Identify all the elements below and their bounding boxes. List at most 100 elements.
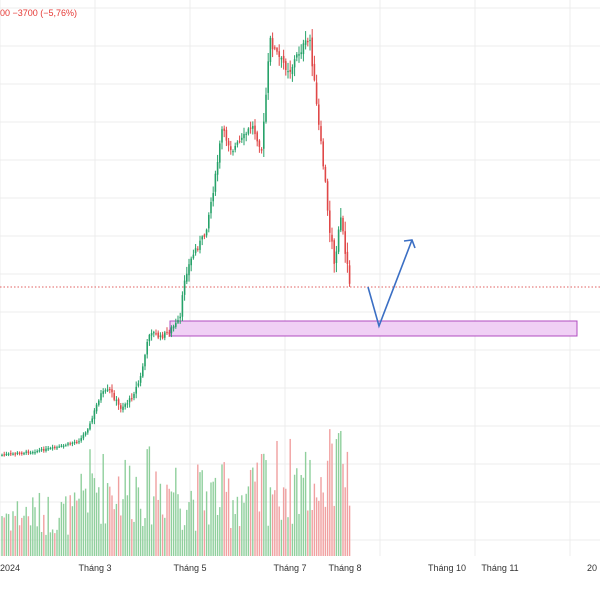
volume-bar xyxy=(47,496,49,556)
volume-bar xyxy=(49,532,52,556)
volume-bars xyxy=(1,429,351,556)
candle-body xyxy=(304,40,307,45)
volume-bar xyxy=(128,465,131,556)
candle-body xyxy=(7,453,10,455)
volume-bar xyxy=(122,499,124,556)
volume-bar xyxy=(43,514,45,556)
volume-bar xyxy=(87,512,89,556)
volume-bar xyxy=(186,509,188,556)
candle-body xyxy=(179,316,181,319)
volume-bar xyxy=(313,483,316,556)
volume-bar xyxy=(267,525,269,556)
candle-body xyxy=(335,251,338,263)
volume-bar xyxy=(337,433,340,556)
volume-bar xyxy=(287,517,289,556)
candle-body xyxy=(282,55,285,63)
candle-body xyxy=(344,231,346,254)
candle-body xyxy=(199,240,201,250)
candle-body xyxy=(54,446,56,449)
candle-body xyxy=(168,332,170,334)
volume-bar xyxy=(98,487,100,556)
candle-body xyxy=(142,366,144,377)
candle-body xyxy=(51,447,54,449)
overlay-layer xyxy=(0,239,600,329)
candle-body xyxy=(258,140,261,147)
candle-body xyxy=(346,251,349,264)
volume-bar xyxy=(227,478,230,556)
volume-bar xyxy=(333,505,335,556)
candle-body xyxy=(177,320,179,323)
volume-bar xyxy=(146,449,148,556)
candle-body xyxy=(188,264,190,276)
volume-bar xyxy=(168,488,170,556)
candle-body xyxy=(128,398,131,403)
volume-bar xyxy=(7,514,10,556)
candle-body xyxy=(16,452,19,454)
candle-body xyxy=(71,442,74,444)
volume-bar xyxy=(223,462,225,556)
volume-bar xyxy=(179,508,181,556)
volume-bar xyxy=(212,481,214,556)
candle-body xyxy=(76,441,78,444)
candle-body xyxy=(280,57,283,60)
volume-bar xyxy=(117,476,120,556)
volume-bar xyxy=(32,497,34,556)
volume-bar xyxy=(150,524,153,556)
candle-body xyxy=(157,332,159,338)
volume-bar xyxy=(111,495,113,556)
candle-body xyxy=(190,258,192,266)
volume-bar xyxy=(25,506,27,556)
volume-bar xyxy=(23,515,25,556)
candle-body xyxy=(91,418,93,423)
volume-bar xyxy=(289,438,291,556)
candle-body xyxy=(263,121,265,149)
candle-body xyxy=(234,145,236,150)
candle-body xyxy=(254,125,256,135)
volume-bar xyxy=(274,490,276,556)
volume-bar xyxy=(58,517,60,556)
volume-bar xyxy=(166,484,168,556)
candle-body xyxy=(333,240,335,264)
candle-body xyxy=(223,128,225,131)
candle-body xyxy=(87,429,89,433)
volume-bar xyxy=(335,439,338,556)
volume-bar xyxy=(89,449,91,556)
volume-bar xyxy=(155,471,157,556)
candle-body xyxy=(5,453,8,456)
x-tick-label: Tháng 8 xyxy=(328,563,361,573)
volume-bar xyxy=(133,521,135,556)
candle-body xyxy=(236,142,239,145)
volume-bar xyxy=(252,467,254,556)
volume-bar xyxy=(93,478,96,556)
volume-bar xyxy=(170,491,173,556)
volume-bar xyxy=(126,495,129,556)
volume-bar xyxy=(104,523,107,556)
candle-body xyxy=(29,452,32,454)
volume-bar xyxy=(298,513,300,556)
candle-body xyxy=(285,61,287,71)
volume-bar xyxy=(36,526,38,556)
candle-body xyxy=(40,449,43,451)
volume-bar xyxy=(348,505,351,556)
volume-bar xyxy=(183,525,186,556)
volume-bar xyxy=(201,470,203,556)
candle-body xyxy=(58,446,60,448)
candle-body xyxy=(219,143,221,163)
price-change-readout: 00 −3700 (−5,76%) xyxy=(0,8,78,18)
candle-body xyxy=(34,452,36,454)
candle-body xyxy=(348,265,351,284)
candle-body xyxy=(113,393,115,400)
volume-bar xyxy=(221,464,223,556)
support-zone-layer xyxy=(169,320,578,337)
candle-body xyxy=(291,66,294,75)
volume-bar xyxy=(260,454,263,556)
candle-body xyxy=(269,37,272,62)
candle-body xyxy=(230,146,232,150)
candle-body xyxy=(78,441,80,443)
projection-arrowhead xyxy=(403,239,416,249)
candle-body xyxy=(49,448,52,450)
volume-bar xyxy=(21,517,23,556)
volume-bar xyxy=(115,503,118,556)
candle-body xyxy=(175,322,177,327)
